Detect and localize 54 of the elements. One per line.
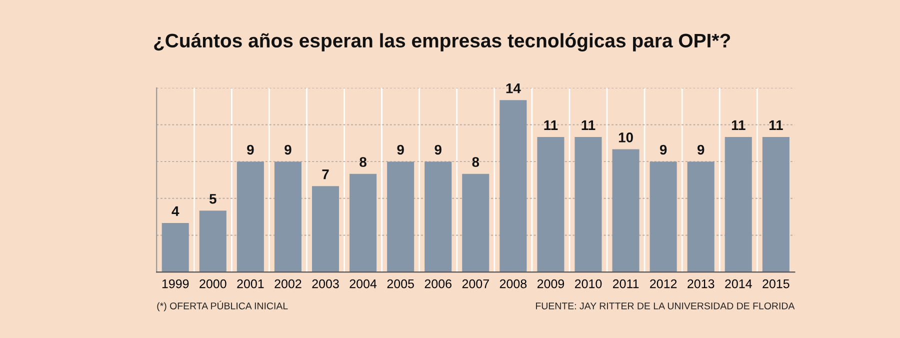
- source-note: FUENTE: JAY RITTER DE LA UNIVERSIDAD DE FLORIDA: [536, 302, 795, 310]
- data-label: 8: [360, 157, 366, 167]
- chart-title: ¿Cuántos años esperan las empresas tecnológicas para OPI*?: [154, 33, 730, 52]
- bar: [500, 100, 527, 272]
- bar: [687, 162, 714, 272]
- data-label: 4: [172, 206, 180, 216]
- x-tick-label: 2007: [462, 279, 489, 288]
- bar: [462, 174, 490, 272]
- bar: [762, 137, 790, 272]
- bar: [387, 162, 414, 272]
- x-tick-label: 2013: [688, 279, 714, 288]
- x-tick-label: 2008: [500, 279, 527, 288]
- x-tick-label: 2009: [537, 279, 564, 288]
- data-label: 11: [544, 120, 558, 130]
- x-tick-label: 2011: [612, 279, 639, 288]
- data-label: 9: [660, 144, 667, 155]
- data-label: 9: [247, 144, 254, 155]
- data-label: 11: [582, 120, 596, 130]
- x-tick-label: 2002: [274, 279, 302, 288]
- x-tick-label: 2001: [237, 279, 264, 288]
- data-label: 7: [322, 170, 329, 180]
- bar: [312, 186, 340, 272]
- x-tick-label: 1999: [162, 279, 189, 288]
- data-label: 9: [434, 144, 442, 155]
- bar: [162, 222, 189, 272]
- x-tick-label: 2014: [725, 279, 752, 288]
- data-label: 9: [697, 144, 704, 155]
- bar: [274, 162, 302, 272]
- data-label: 11: [732, 120, 746, 130]
- data-label: 5: [209, 194, 216, 204]
- text: (*) OFERTA PÚBLICA INICIAL: [157, 300, 288, 312]
- data-label: 8: [472, 157, 480, 167]
- data-label: 10: [618, 132, 633, 142]
- data-label: 9: [284, 144, 292, 155]
- bar: [424, 162, 452, 272]
- data-label: 9: [397, 144, 404, 155]
- bar: [236, 162, 264, 272]
- x-tick-label: 2006: [424, 279, 452, 288]
- bar: [574, 137, 602, 272]
- x-tick-label: 2004: [350, 279, 377, 288]
- x-tick-label: 2005: [387, 279, 414, 288]
- x-tick-label: 2003: [312, 279, 339, 288]
- data-label: 11: [769, 120, 783, 130]
- bar: [199, 210, 226, 272]
- bar: [724, 137, 752, 272]
- bar: [650, 162, 677, 272]
- x-tick-label: 2000: [200, 279, 226, 288]
- data-label: 14: [506, 84, 521, 94]
- x-tick-label: 2012: [650, 279, 677, 288]
- x-tick-label: 2010: [574, 279, 602, 288]
- bar: [537, 137, 564, 272]
- bar: [350, 174, 377, 272]
- x-tick-label: 2015: [762, 279, 790, 288]
- bar: [612, 149, 640, 272]
